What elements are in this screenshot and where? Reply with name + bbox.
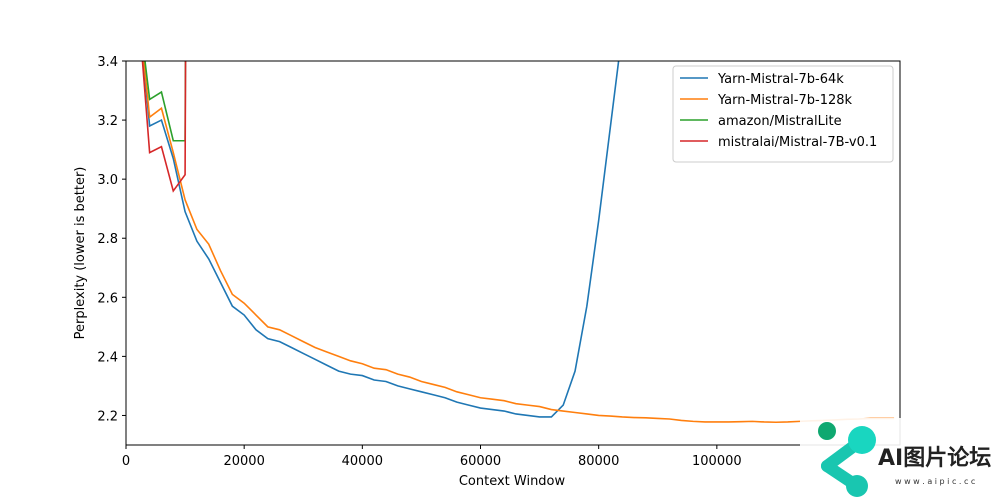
watermark-icon (846, 475, 868, 497)
y-tick-label: 2.8 (97, 232, 118, 247)
x-tick-label: 100000 (692, 454, 742, 469)
watermark-icon (818, 422, 836, 440)
x-tick-label: 20000 (223, 454, 264, 469)
watermark-text: AI图片论坛 (878, 445, 991, 471)
series-line (141, 61, 187, 193)
y-tick-label: 2.2 (97, 409, 118, 424)
axes: 0 20000 40000 60000 80000 100000 2.2 2.4 2.6 2.8 3… (97, 55, 741, 469)
y-tick-label: 3.0 (97, 173, 118, 188)
series-line (142, 61, 620, 418)
legend-label: Yarn-Mistral-7b-128k (717, 93, 853, 108)
y-axis-label: Perplexity (lower is better) (73, 167, 88, 340)
series-line (143, 61, 895, 424)
legend-frame (672, 65, 894, 163)
watermark-icon (848, 426, 876, 454)
x-tick-label: 40000 (342, 454, 383, 469)
legend: Yarn-Mistral-7b-64k Yarn-Mistral-7b-128k a… (672, 65, 894, 163)
y-tick-label: 3.4 (97, 55, 118, 70)
legend-label: amazon/MistralLite (718, 114, 842, 129)
x-tick-label: 80000 (578, 454, 619, 469)
y-tick-label: 2.4 (97, 350, 118, 365)
x-tick-label: 60000 (460, 454, 501, 469)
x-axis-label: Context Window (459, 474, 566, 489)
y-tick-label: 2.6 (97, 291, 118, 306)
watermark: AI图片论坛 w w w . a i p i c . c c (800, 418, 1000, 500)
legend-label: Yarn-Mistral-7b-64k (717, 72, 844, 87)
watermark-url: w w w . a i p i c . c c (895, 477, 975, 486)
x-tick-label: 0 (122, 454, 130, 469)
plot-frame (125, 60, 901, 446)
legend-label: mistralai/Mistral-7B-v0.1 (718, 135, 877, 150)
y-tick-label: 3.2 (97, 114, 118, 129)
plot-lines (141, 61, 895, 424)
